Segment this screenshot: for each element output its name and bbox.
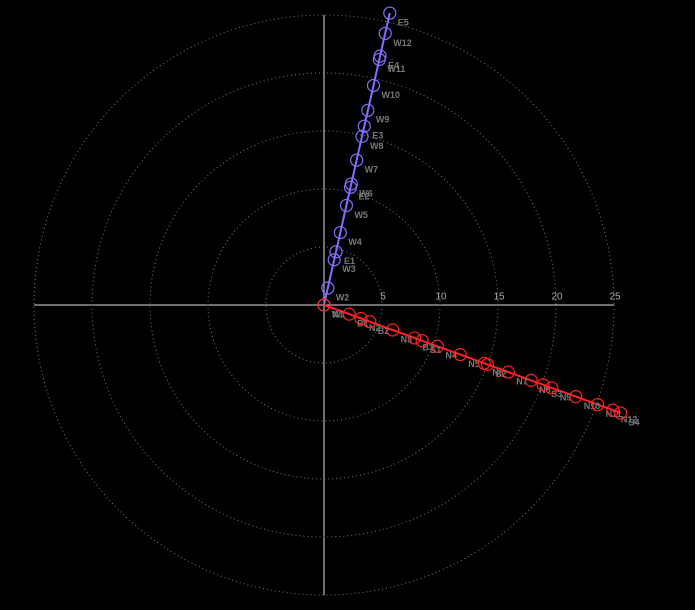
point-marker: [329, 245, 343, 259]
point-marker: [357, 119, 371, 133]
point-label: N9: [560, 392, 572, 402]
point-label: N12: [621, 415, 638, 425]
point-marker: [355, 129, 369, 143]
point-label: E5: [398, 17, 409, 27]
point-label: W5: [354, 210, 368, 220]
point-label: W12: [393, 38, 412, 48]
point-marker: [613, 406, 628, 420]
point-marker: [453, 347, 467, 362]
point-marker: [591, 397, 605, 412]
point-label: N8: [539, 385, 551, 395]
point-label: E2: [359, 192, 370, 202]
r-tick-label: 10: [435, 292, 447, 303]
point-marker: [536, 378, 550, 392]
point-label: N1: [332, 309, 344, 319]
point-marker: [361, 103, 375, 117]
r-tick-label: 25: [609, 292, 621, 303]
point-label: W7: [365, 165, 379, 175]
point-marker: [386, 323, 400, 337]
point-marker: [407, 331, 422, 345]
grid-circle: [33, 14, 615, 596]
r-tick-label: 15: [493, 292, 505, 303]
grid-circle: [207, 188, 441, 422]
grid-circle: [149, 130, 499, 480]
point-label: N11: [606, 409, 622, 419]
point-marker: [569, 390, 583, 404]
point-marker: [415, 334, 429, 348]
point-marker: [333, 225, 347, 240]
point-marker: [545, 381, 559, 395]
point-marker: [342, 307, 356, 321]
point-marker: [430, 339, 444, 353]
point-marker: [327, 253, 341, 267]
series-line: [323, 12, 391, 306]
point-marker: [350, 153, 364, 167]
point-marker: [606, 403, 620, 417]
r-tick-label: 5: [380, 292, 386, 303]
point-label: W1: [332, 309, 346, 319]
point-label: E1: [344, 256, 355, 266]
point-label: W10: [381, 90, 400, 100]
point-label: E4: [388, 60, 399, 70]
point-label: S4: [628, 417, 639, 427]
point-label: W3: [342, 264, 356, 274]
point-marker: [480, 357, 495, 372]
point-marker: [339, 198, 354, 213]
point-label: E3: [372, 131, 383, 141]
point-marker: [321, 281, 335, 295]
point-marker: [501, 365, 515, 379]
point-marker: [524, 373, 538, 387]
point-marker: [366, 78, 381, 93]
point-marker: [363, 315, 377, 329]
point-marker: [354, 311, 368, 326]
point-label: N7: [516, 376, 528, 386]
point-label: N4: [445, 351, 457, 361]
point-label: S2: [496, 369, 507, 379]
point-label: N3: [401, 334, 413, 344]
point-label: W11: [387, 64, 405, 74]
point-label: W6: [359, 188, 373, 198]
point-label: W4: [348, 237, 362, 247]
point-marker: [373, 49, 387, 63]
point-label: N6: [492, 368, 504, 378]
series-line: [323, 304, 621, 414]
point-label: B3: [422, 342, 434, 352]
point-label: W8: [370, 141, 384, 151]
point-label: S1: [430, 345, 441, 355]
point-label: N5: [468, 359, 480, 369]
point-marker: [378, 26, 392, 41]
point-label: B2: [378, 326, 390, 336]
point-label: B1: [357, 319, 369, 329]
point-marker: [344, 177, 358, 191]
point-label: W9: [376, 115, 390, 125]
grid-circle: [265, 246, 383, 364]
point-marker: [317, 298, 331, 312]
point-label: S3: [551, 389, 562, 399]
grid-circle: [91, 72, 557, 538]
point-label: N2: [369, 323, 381, 333]
point-marker: [383, 6, 397, 20]
point-label: W2: [336, 292, 350, 302]
r-tick-label: 20: [551, 292, 563, 303]
